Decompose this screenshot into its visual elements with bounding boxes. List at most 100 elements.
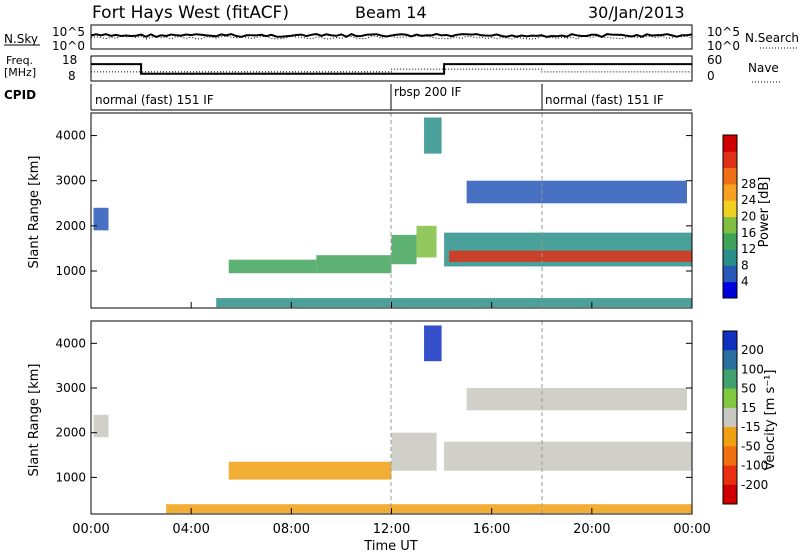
colorbar-frame [722,134,738,299]
colorbar-cell-2 [723,249,737,266]
frequency-line [91,63,692,75]
nave-line [91,68,692,73]
velocity-colorbar-label: Velocity [m s⁻¹] [763,370,778,471]
data-region-1 [228,461,392,480]
y-tick-label-0: 1000 [55,470,86,484]
colorbar-cell-3 [723,388,737,409]
data-region-0 [93,207,109,231]
colorbar-tick-5: 24 [741,193,756,207]
cpid-segment-2: rbsp 200 IF [394,85,461,99]
colorbar-cell-2 [723,369,737,390]
noise-search-line [90,35,693,40]
colorbar-tick-1: 8 [741,258,749,272]
date-label: 30/Jan/2013 [588,3,685,22]
y-tick-label-2: 3000 [55,174,86,188]
velocity-data [93,325,692,514]
data-region-7 [449,250,692,262]
data-region-1 [228,259,317,274]
data-region-4 [444,441,692,471]
power-y-axis: 1000 2000 3000 4000 [55,129,692,278]
y-tick-label-0: 1000 [55,264,86,278]
velocity-colorbar: 200 100 50 15 -15 -50 -100 -200 [722,330,768,505]
colorbar-cell-8 [723,484,737,505]
data-region-4 [416,225,437,258]
y-tick-label-2: 3000 [55,381,86,395]
colorbar-cell-6 [723,183,737,201]
colorbar-cell-1 [723,265,737,283]
cpid-segment-3: normal (fast) 151 IF [545,93,664,107]
nave-tick-top: 60 [707,53,722,67]
data-region-0 [93,414,109,438]
power-colorbar: 4 8 12 16 20 24 28 [722,134,756,299]
cpid-panel: CPID normal (fast) 151 IF rbsp 200 IF no… [4,84,692,111]
x-tick-label-2: 08:00 [273,522,310,537]
power-data [93,117,693,308]
colorbar-tick-4: 20 [741,210,756,224]
colorbar-tick-6: -100 [741,459,768,473]
freq-label-1: Freq. [6,54,33,67]
colorbar-frame [722,330,738,505]
noise-panel: N.Sky 10^5 10^0 10^5 10^0 N.Search [4,24,799,53]
colorbar-cell-1 [723,350,737,370]
nave-label: Nave [748,61,779,75]
freq-tick-top: 18 [62,53,77,67]
beam-label: Beam 14 [355,3,427,22]
colorbar-tick-2: 50 [741,382,756,396]
colorbar-tick-0: 200 [741,343,764,357]
velocity-y-axis: 1000 2000 3000 4000 [55,336,692,484]
noise-right-tick-top: 10^5 [707,25,740,39]
data-region-5 [424,117,442,154]
cpid-label: CPID [4,88,36,102]
colorbar-cell-7 [723,465,737,486]
time-axis: 00:00 04:00 08:00 12:00 16:00 20:00 00:00 [72,302,711,537]
nave-tick-bottom: 0 [707,69,715,83]
data-region-6 [166,504,692,514]
y-tick-label-3: 4000 [55,129,86,143]
colorbar-tick-7: -200 [741,478,768,492]
noise-sky-label: N.Sky [4,32,38,46]
colorbar-cell-0 [723,281,737,299]
noise-left-tick-top: 10^5 [52,25,85,39]
colorbar-cell-9 [723,135,737,152]
colorbar-cell-5 [723,200,737,217]
colorbar-cell-8 [723,151,737,169]
y-tick-label-3: 4000 [55,336,86,350]
data-region-3 [424,325,442,362]
noise-left-tick-bottom: 10^0 [52,39,85,53]
colorbar-cell-3 [723,232,737,250]
x-tick-label-6: 00:00 [673,522,710,537]
data-region-8 [466,180,687,204]
y-tick-label-1: 2000 [55,219,86,233]
colorbar-cell-4 [723,407,737,428]
power-colorbar-label: Power [dB] [757,177,772,248]
y-tick-label-1: 2000 [55,426,86,440]
plot-title: Fort Hays West (fitACF) [92,3,289,23]
noise-sky-line [90,32,693,39]
freq-label-2: [MHz] [4,66,36,79]
colorbar-cell-4 [723,216,737,234]
x-tick-label-5: 20:00 [573,522,610,537]
colorbar-tick-4: -15 [741,420,761,434]
velocity-ylabel: Slant Range [km] [27,364,42,477]
freq-tick-bottom: 8 [68,69,76,83]
velocity-panel: 1000 2000 3000 4000 Slant Range [km] 200 100… [27,302,778,554]
data-region-2 [391,432,437,471]
data-region-5 [466,388,687,411]
data-region-9 [216,298,693,308]
colorbar-cell-0 [723,331,737,351]
x-tick-label-1: 04:00 [172,522,209,537]
data-region-3 [391,234,417,265]
colorbar-tick-3: 15 [741,401,756,415]
colorbar-tick-5: -50 [741,439,761,453]
x-tick-label-3: 12:00 [373,522,410,537]
noise-right-tick-bottom: 10^0 [707,39,740,53]
power-ylabel: Slant Range [km] [27,156,42,269]
x-axis-label: Time UT [363,539,417,554]
colorbar-tick-2: 12 [741,242,756,256]
power-panel: 1000 2000 3000 4000 Slant Range [km] 4 8 12 16… [27,112,772,309]
frequency-panel: Freq. [MHz] 18 8 60 0 Nave [4,53,782,83]
colorbar-cell-5 [723,427,737,447]
colorbar-tick-3: 16 [741,226,756,240]
colorbar-tick-0: 4 [741,275,749,289]
